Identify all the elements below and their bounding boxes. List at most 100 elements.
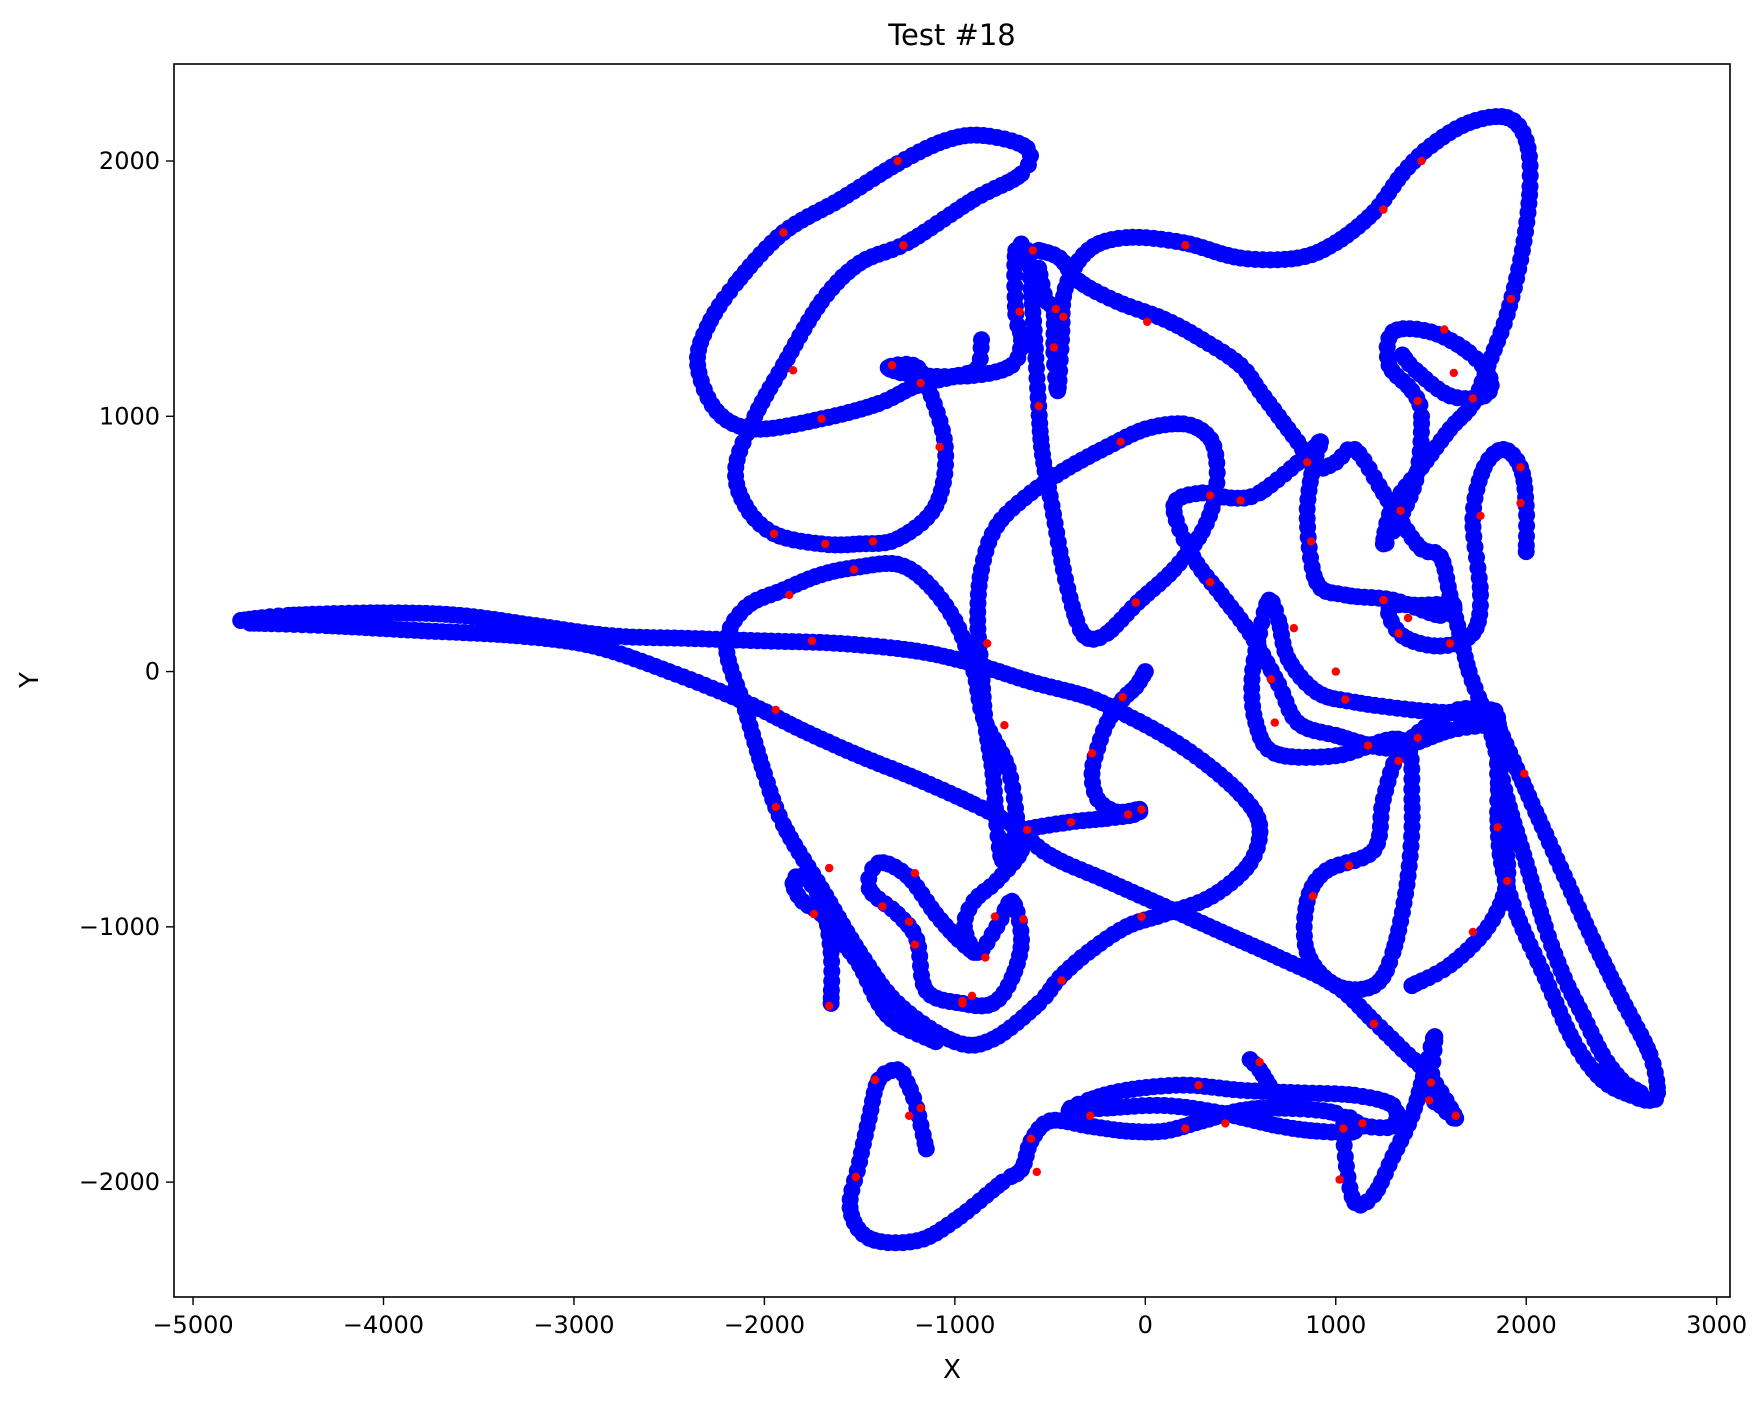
data-point <box>958 999 967 1008</box>
data-point <box>821 539 830 549</box>
data-point <box>1057 976 1066 985</box>
data-point <box>1289 624 1299 633</box>
data-point <box>1131 598 1141 607</box>
data-point <box>1085 1111 1095 1121</box>
data-point <box>1030 241 1048 259</box>
x-axis-label: X <box>943 1355 961 1385</box>
data-point <box>893 156 902 166</box>
x-tick-label: −1000 <box>914 1311 995 1339</box>
data-point <box>825 863 834 873</box>
data-point <box>1194 1080 1203 1090</box>
data-point <box>1066 818 1076 827</box>
data-point <box>1379 595 1388 605</box>
data-point <box>1520 769 1529 778</box>
data-point <box>1255 1057 1264 1067</box>
data-point <box>1266 675 1276 684</box>
data-point <box>1034 401 1043 411</box>
data-point <box>1303 458 1312 467</box>
plot-frame <box>173 63 1731 1298</box>
data-point <box>1270 718 1280 727</box>
y-tick-label: −1000 <box>79 913 160 941</box>
data-point <box>1393 346 1411 364</box>
data-point <box>868 537 878 546</box>
data-point <box>851 1172 860 1182</box>
data-point <box>1266 1086 1284 1104</box>
data-point <box>1181 241 1190 250</box>
data-point <box>1059 312 1068 321</box>
x-axis: −5000 −4000 −3000 −2000 −1000 0 1000 2000 3000 <box>152 1297 1747 1339</box>
data-point <box>825 1001 834 1011</box>
data-point <box>1137 805 1146 814</box>
series-7 <box>1489 716 1667 1109</box>
x-tick-label: 0 <box>1138 1311 1153 1339</box>
data-point <box>1181 1124 1190 1133</box>
y-tick-label: 2000 <box>99 147 160 175</box>
chart-title: Test #18 <box>887 18 1016 52</box>
x-tick-label: 2000 <box>1496 1311 1557 1339</box>
data-point <box>1394 629 1403 638</box>
data-point <box>1236 496 1245 505</box>
data-point <box>1369 1019 1379 1029</box>
data-point <box>1344 861 1354 870</box>
data-point <box>785 590 794 600</box>
data-point <box>1503 876 1512 886</box>
data-point <box>1493 823 1502 832</box>
data-point <box>809 909 819 919</box>
data-point <box>1205 491 1215 500</box>
data-point <box>878 902 887 911</box>
data-point <box>1335 1175 1344 1184</box>
data-point <box>1026 1134 1036 1143</box>
data-point <box>1118 692 1127 702</box>
data-point <box>1124 810 1133 819</box>
data-point <box>771 802 780 812</box>
data-point <box>1028 246 1038 255</box>
data-point <box>1087 749 1097 758</box>
plot-area <box>232 108 1667 1252</box>
data-point <box>904 917 914 926</box>
data-point <box>887 361 897 370</box>
data-point <box>983 639 992 648</box>
data-point <box>1205 578 1215 587</box>
data-point <box>1413 733 1422 743</box>
data-point <box>899 241 908 250</box>
data-point <box>1394 756 1403 766</box>
data-point <box>910 940 920 949</box>
data-point <box>1308 892 1318 901</box>
data-point <box>916 1103 925 1113</box>
y-tick-label: −2000 <box>79 1168 160 1196</box>
data-point <box>1331 667 1341 676</box>
series-4 <box>241 614 1465 1252</box>
x-tick-label: 1000 <box>1305 1311 1366 1339</box>
data-point <box>1358 1119 1367 1128</box>
y-axis: −2000 −1000 0 1000 2000 <box>79 147 174 1196</box>
data-point <box>769 529 779 538</box>
data-point <box>1516 463 1525 472</box>
data-point <box>1468 394 1478 403</box>
data-point <box>981 953 990 962</box>
data-point <box>1339 1124 1348 1133</box>
data-point <box>1049 343 1059 352</box>
data-point <box>973 331 990 349</box>
data-point <box>1221 1119 1230 1128</box>
data-point <box>779 228 788 237</box>
data-point <box>1341 695 1350 704</box>
data-point <box>965 943 983 961</box>
data-point <box>1022 825 1032 834</box>
x-tick-label: −5000 <box>152 1311 233 1339</box>
data-point <box>788 366 798 375</box>
data-point <box>1032 1167 1042 1177</box>
data-point <box>1116 437 1125 446</box>
data-point <box>1449 368 1459 378</box>
data-point <box>927 1033 945 1051</box>
data-point <box>771 705 780 715</box>
data-point <box>1451 1111 1460 1121</box>
data-point <box>916 378 925 388</box>
y-tick-label: 1000 <box>99 402 160 430</box>
data-point <box>1476 511 1485 520</box>
series-5 <box>784 867 945 1051</box>
data-point <box>1019 915 1028 924</box>
data-point <box>1440 325 1449 334</box>
series-layer <box>232 108 1667 1252</box>
data-point <box>1379 205 1388 214</box>
